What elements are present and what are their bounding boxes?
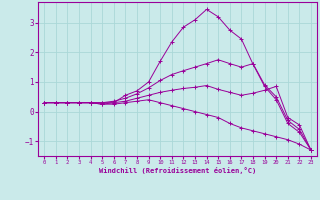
X-axis label: Windchill (Refroidissement éolien,°C): Windchill (Refroidissement éolien,°C) [99,167,256,174]
